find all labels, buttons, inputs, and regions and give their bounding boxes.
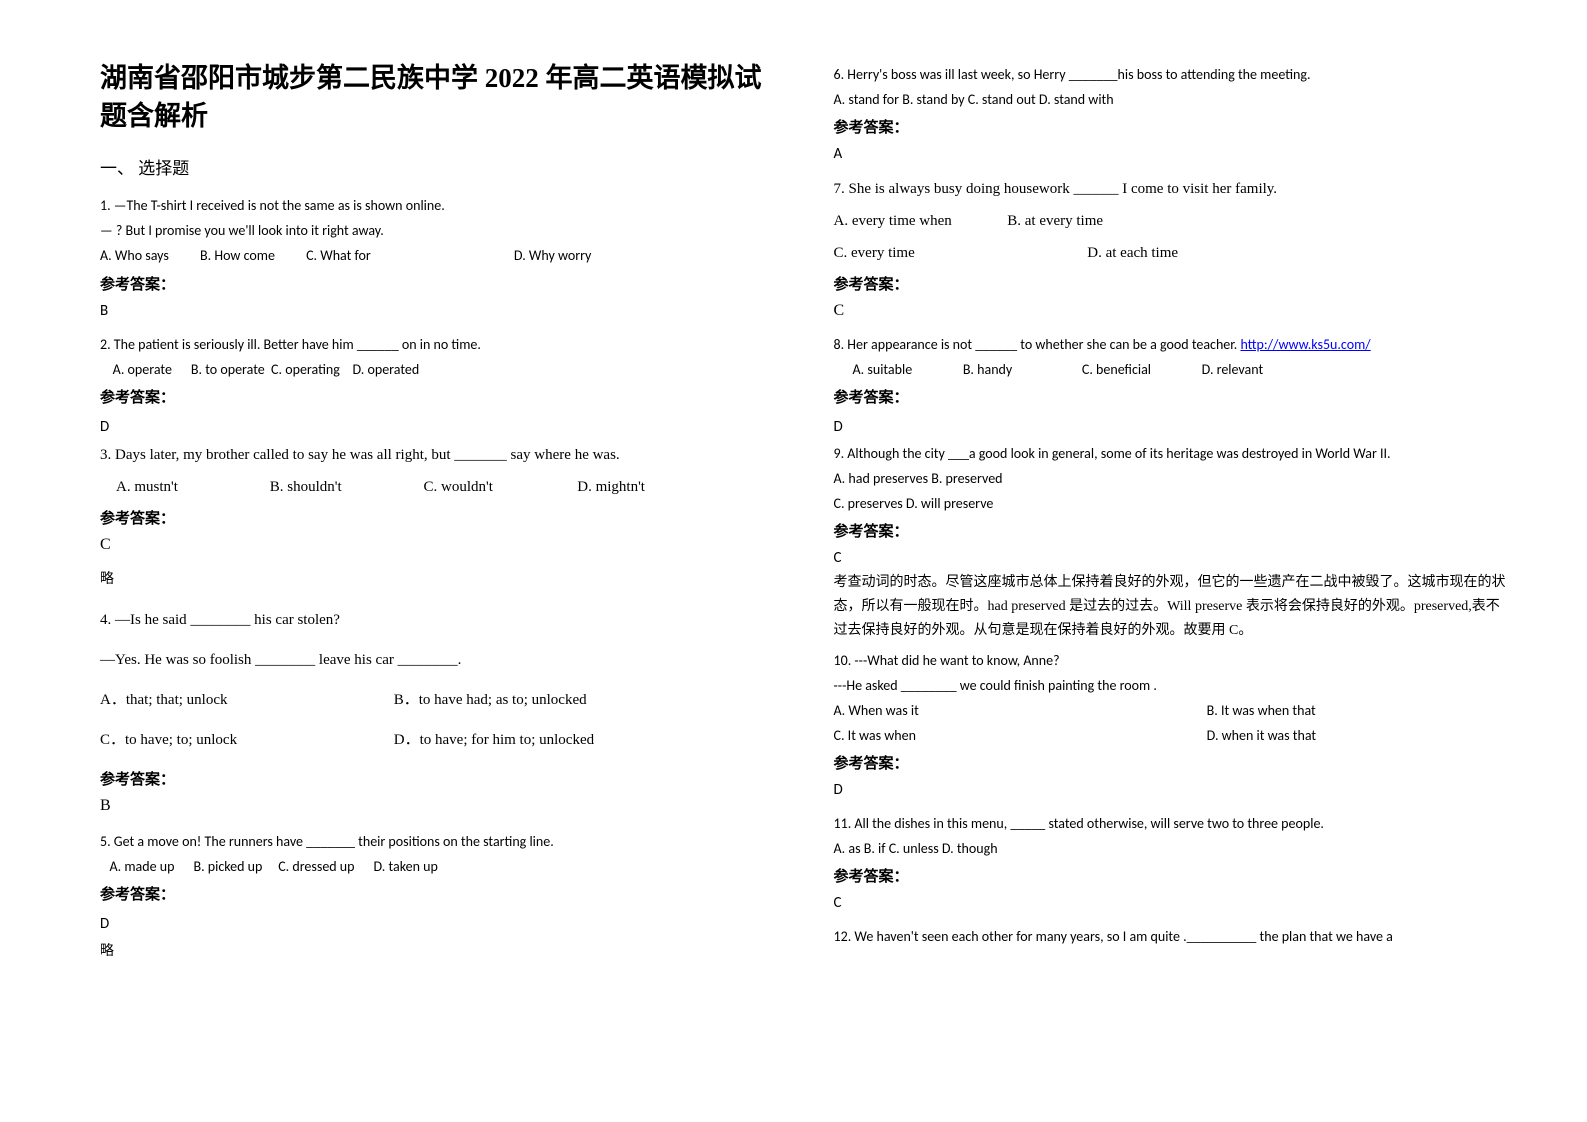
q7-row2: C. every time D. at each time: [834, 241, 1508, 265]
q1-ans-label: 参考答案：: [100, 273, 774, 294]
q10-row2: C. It was when D. when it was that: [834, 725, 1508, 746]
q4-row2: C．to have; to; unlock D．to have; for him…: [100, 728, 774, 752]
q4-ans-label: 参考答案：: [100, 768, 774, 789]
q3-ans-label: 参考答案：: [100, 507, 774, 528]
document-title: 湖南省邵阳市城步第二民族中学 2022 年高二英语模拟试题含解析: [100, 60, 774, 136]
q4-row1: A．that; that; unlock B．to have had; as t…: [100, 688, 774, 712]
q1-options: A. Who says B. How come C. What for D. W…: [100, 245, 774, 267]
q3-ans: C: [100, 536, 774, 554]
q6-text: 6. Herry's boss was ill last week, so He…: [834, 64, 1508, 85]
q8-options: A. suitable B. handy C. beneficial D. re…: [834, 359, 1508, 380]
q4-optD: D．to have; for him to; unlocked: [394, 732, 594, 748]
q4-optA: A．that; that; unlock: [100, 688, 390, 712]
q7-ans: C: [834, 302, 1508, 320]
q7-ans-label: 参考答案：: [834, 273, 1508, 294]
left-column: 湖南省邵阳市城步第二民族中学 2022 年高二英语模拟试题含解析 一、 选择题 …: [100, 60, 814, 1082]
q4-ans: B: [100, 797, 774, 815]
q11-text: 11. All the dishes in this menu, _____ s…: [834, 813, 1508, 834]
q7-optB: B. at every time: [1007, 213, 1103, 229]
q11-ans: C: [834, 894, 1508, 912]
q3-options: A. mustn't B. shouldn't C. wouldn't D. m…: [100, 475, 774, 499]
q9-ans: C: [834, 549, 1508, 567]
q1-optD: D. Why worry: [514, 245, 591, 267]
q10-line2: ---He asked ________ we could finish pai…: [834, 675, 1508, 696]
q11-ans-label: 参考答案：: [834, 865, 1508, 886]
q4-line2: —Yes. He was so foolish ________ leave h…: [100, 648, 774, 672]
q10-optA: A. When was it: [834, 700, 1204, 721]
q4-optC: C．to have; to; unlock: [100, 728, 390, 752]
q5-ans: D: [100, 912, 774, 936]
q12-text: 12. We haven't seen each other for many …: [834, 926, 1508, 947]
q9-text: 9. Although the city ___a good look in g…: [834, 443, 1508, 464]
q10-line1: 10. ---What did he want to know, Anne?: [834, 650, 1508, 671]
q9-exp: 考查动词的时态。尽管这座城市总体上保持着良好的外观，但它的一些遗产在二战中被毁了…: [834, 571, 1508, 642]
right-column: 6. Herry's boss was ill last week, so He…: [814, 60, 1508, 1082]
q2-options: A. operate B. to operate C. operating D.…: [100, 359, 774, 380]
q10-ans-label: 参考答案：: [834, 752, 1508, 773]
q4-line1: 4. —Is he said ________ his car stolen?: [100, 608, 774, 632]
q6-options: A. stand for B. stand by C. stand out D.…: [834, 89, 1508, 110]
q7-optC: C. every time: [834, 241, 1084, 265]
q9-opts2: C. preserves D. will preserve: [834, 493, 1508, 514]
q10-optB: B. It was when that: [1207, 702, 1316, 719]
q5-ans-label: 参考答案：: [100, 883, 774, 904]
q7-row1: A. every time when B. at every time: [834, 209, 1508, 233]
q10-optC: C. It was when: [834, 725, 1204, 746]
q3-optC: C. wouldn't: [424, 475, 574, 499]
q2-ans: D: [100, 415, 774, 439]
q2-text: 2. The patient is seriously ill. Better …: [100, 334, 774, 355]
q9-opts1: A. had preserves B. preserved: [834, 468, 1508, 489]
q8-ans-label: 参考答案：: [834, 386, 1508, 407]
q1-optC: C. What for: [306, 245, 371, 267]
q8-text-a: 8. Her appearance is not ______ to wheth…: [834, 336, 1241, 353]
q10-row1: A. When was it B. It was when that: [834, 700, 1508, 721]
q3-text: 3. Days later, my brother called to say …: [100, 443, 774, 467]
q3-optB: B. shouldn't: [270, 475, 420, 499]
exam-page: 湖南省邵阳市城步第二民族中学 2022 年高二英语模拟试题含解析 一、 选择题 …: [0, 0, 1587, 1122]
q7-optA: A. every time when: [834, 209, 1004, 233]
q3-exp: 略: [100, 568, 774, 592]
q1-optA: A. Who says: [100, 245, 169, 267]
q1-ans: B: [100, 302, 774, 320]
q5-exp: 略: [100, 940, 774, 964]
q7-optD: D. at each time: [1087, 245, 1178, 261]
q6-ans-label: 参考答案：: [834, 116, 1508, 137]
q2-ans-label: 参考答案：: [100, 386, 774, 407]
q10-optD: D. when it was that: [1207, 727, 1316, 744]
q10-ans: D: [834, 781, 1508, 799]
q1-line2: — ? But I promise you we'll look into it…: [100, 220, 774, 241]
q8-link[interactable]: http://www.ks5u.com/: [1240, 336, 1370, 353]
q5-options: A. made up B. picked up C. dressed up D.…: [100, 856, 774, 877]
q6-ans: A: [834, 145, 1508, 163]
q7-text: 7. She is always busy doing housework __…: [834, 177, 1508, 201]
section-heading: 一、 选择题: [100, 154, 774, 179]
q1-optB: B. How come: [200, 245, 275, 267]
q8-ans: D: [834, 415, 1508, 439]
q3-optD: D. mightn't: [577, 475, 645, 499]
q11-options: A. as B. if C. unless D. though: [834, 838, 1508, 859]
q4-optB: B．to have had; as to; unlocked: [394, 692, 587, 708]
q5-text: 5. Get a move on! The runners have _____…: [100, 831, 774, 852]
q9-ans-label: 参考答案：: [834, 520, 1508, 541]
q8-text: 8. Her appearance is not ______ to wheth…: [834, 334, 1508, 355]
q3-optA: A. mustn't: [100, 475, 266, 499]
q1-line1: 1. —The T-shirt I received is not the sa…: [100, 195, 774, 216]
